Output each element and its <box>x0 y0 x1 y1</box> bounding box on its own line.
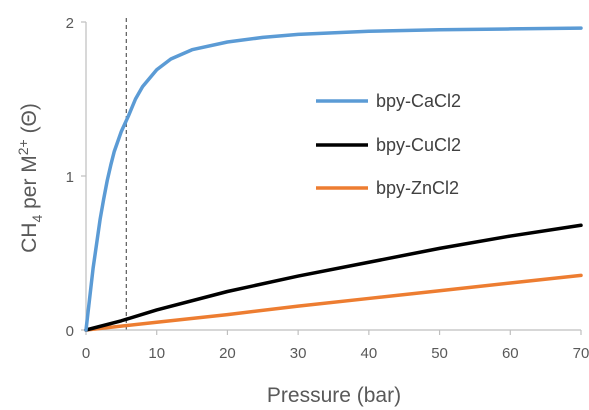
y-axis-title: CH4 per M2+ (Θ) <box>15 103 45 253</box>
legend-label: bpy-ZnCl2 <box>376 178 459 198</box>
series-layer <box>84 26 583 332</box>
legend: bpy-CaCl2 bpy-CuCl2 bpy-ZnCl2 <box>316 91 461 198</box>
x-tick-label: 40 <box>361 345 378 362</box>
x-tick-label: 60 <box>502 345 519 362</box>
y-tick-label: 1 <box>66 169 74 186</box>
legend-entry-bpy-cacl2: bpy-CaCl2 <box>316 91 461 111</box>
y-tick-label: 2 <box>66 15 74 32</box>
axes: 0 10 20 30 40 50 60 70 0 1 2 <box>66 15 589 362</box>
series-line-bpy-zncl2 <box>84 273 583 332</box>
legend-entry-bpy-cucl2: bpy-CuCl2 <box>316 135 461 155</box>
series-line-bpy-cacl2 <box>84 26 583 332</box>
series-line-bpy-cucl2 <box>84 223 583 332</box>
x-tick-label: 70 <box>573 345 589 362</box>
x-tick-label: 0 <box>82 345 90 362</box>
x-axis-title: Pressure (bar) <box>267 384 401 407</box>
legend-entry-bpy-zncl2: bpy-ZnCl2 <box>316 178 459 198</box>
legend-label: bpy-CaCl2 <box>376 91 461 111</box>
x-tick-label: 50 <box>431 345 448 362</box>
y-tick-label: 0 <box>66 323 74 340</box>
legend-label: bpy-CuCl2 <box>376 135 461 155</box>
x-tick-label: 20 <box>219 345 236 362</box>
x-tick-label: 10 <box>148 345 165 362</box>
x-tick-label: 30 <box>290 345 307 362</box>
